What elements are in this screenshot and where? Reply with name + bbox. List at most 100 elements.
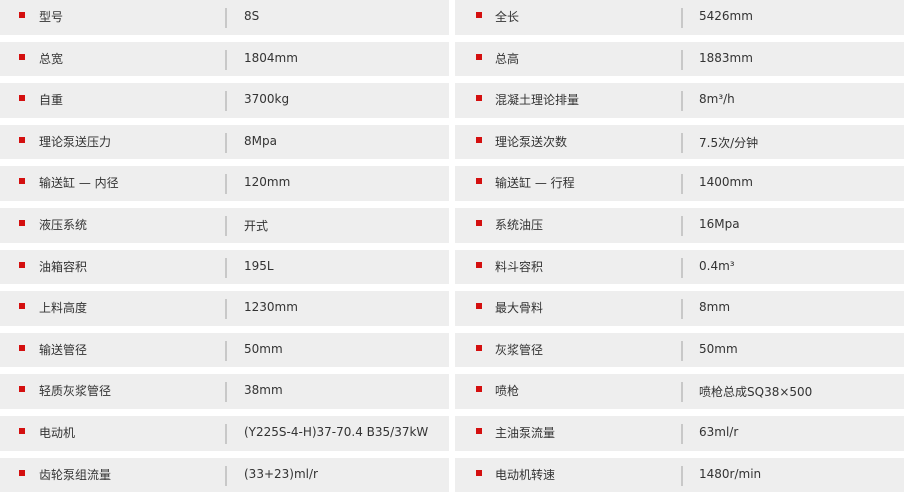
spec-value: 3700kg [244,92,290,107]
bullet-square-icon [19,261,25,268]
divider [225,340,227,361]
spec-cell: 灰浆管径 50mm [455,332,904,368]
spec-value: (Y225S-4-H)37-70.4 B35/37kW [244,424,429,439]
bullet-square-icon [476,427,482,434]
divider [225,423,227,444]
spec-value: 63ml/r [699,424,739,439]
spec-label: 上料高度 [39,301,88,316]
spec-value: 1400mm [699,175,753,190]
spec-label: 齿轮泵组流量 [39,467,112,482]
spec-cell: 总宽 1804mm [0,41,449,77]
divider [681,423,683,444]
spec-label: 型号 [39,10,64,24]
divider [225,382,227,403]
spec-label: 理论泵送次数 [495,134,568,149]
divider [681,49,683,70]
spec-label: 全长 [495,10,520,24]
bullet-square-icon [476,95,482,102]
spec-cell: 自重 3700kg [0,83,449,118]
divider [225,91,227,112]
spec-label: 轻质灰浆管径 [39,384,112,399]
spec-label: 理论泵送压力 [39,134,112,149]
spec-cell: 油箱容积 195L [0,249,449,285]
bullet-square-icon [19,427,25,434]
divider [681,132,683,153]
spec-cell: 最大骨料 8mm [455,291,904,326]
bullet-square-icon [19,469,25,476]
bullet-square-icon [19,95,25,102]
spec-label: 混凝土理论排量 [495,93,580,108]
spec-label: 灰浆管径 [495,342,544,357]
spec-value: 1804mm [244,50,298,65]
divider [681,257,683,278]
spec-value: 120mm [244,175,291,190]
spec-value: 8mm [699,300,731,315]
spec-label: 喷枪 [495,384,520,399]
bullet-square-icon [476,53,482,60]
spec-cell: 液压系统 开式 [0,207,449,243]
spec-value: 5426mm [699,9,753,23]
bullet-square-icon [19,303,25,310]
spec-label: 系统油压 [495,217,544,232]
divider [225,465,227,486]
spec-cell: 输送缸 — 行程 1400mm [455,166,904,201]
spec-value: 1883mm [699,50,753,65]
divider [681,8,683,28]
bullet-square-icon [476,344,482,351]
spec-cell: 混凝土理论排量 8m³/h [455,83,904,118]
spec-value: 7.5次/分钟 [699,135,759,150]
spec-value: (33+23)ml/r [244,466,318,481]
spec-cell: 轻质灰浆管径 38mm [0,374,449,409]
spec-value: 8Mpa [244,133,277,148]
divider [681,91,683,112]
spec-label: 主油泵流量 [495,425,556,440]
bullet-square-icon [19,136,25,143]
spec-cell: 全长 5426mm [455,0,904,35]
spec-value: 开式 [244,218,269,233]
divider [225,174,227,195]
spec-value: 50mm [699,341,738,356]
spec-value: 8S [244,9,260,23]
spec-cell: 电动机转速 1480r/min [455,457,904,493]
divider [225,257,227,278]
spec-label: 输送缸 — 行程 [495,176,575,191]
divider [681,465,683,486]
divider [225,299,227,320]
spec-value: 195L [244,258,274,273]
bullet-square-icon [476,12,482,18]
spec-cell: 型号 8S [0,0,449,35]
divider [681,382,683,403]
spec-cell: 理论泵送次数 7.5次/分钟 [455,124,904,160]
spec-label: 最大骨料 [495,301,544,316]
spec-label: 电动机 [39,425,76,440]
spec-cell: 齿轮泵组流量 (33+23)ml/r [0,457,449,493]
spec-cell: 上料高度 1230mm [0,291,449,326]
bullet-square-icon [476,178,482,185]
spec-label: 料斗容积 [495,259,544,274]
spec-label: 自重 [39,93,64,108]
divider [681,340,683,361]
spec-label: 输送缸 — 内径 [39,176,119,191]
bullet-square-icon [19,344,25,351]
bullet-square-icon [19,386,25,393]
spec-label: 液压系统 [39,217,88,232]
bullet-square-icon [476,386,482,393]
spec-value: 50mm [244,341,283,356]
bullet-square-icon [19,12,25,18]
bullet-square-icon [476,136,482,143]
bullet-square-icon [476,469,482,476]
divider [225,215,227,236]
spec-value: 喷枪总成SQ38×500 [699,385,813,400]
spec-value: 0.4m³ [699,258,735,273]
spec-value: 38mm [244,383,283,398]
bullet-square-icon [19,178,25,185]
bullet-square-icon [19,219,25,226]
bullet-square-icon [476,261,482,268]
spec-value: 1480r/min [699,466,762,481]
divider [225,132,227,153]
divider [681,174,683,195]
spec-cell: 总高 1883mm [455,41,904,77]
spec-cell: 喷枪 喷枪总成SQ38×500 [455,374,904,409]
bullet-square-icon [476,219,482,226]
